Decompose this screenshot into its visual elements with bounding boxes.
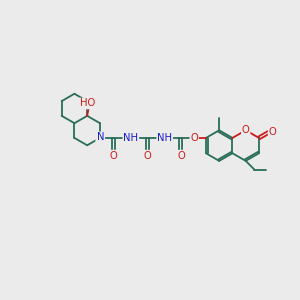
Text: N: N bbox=[96, 133, 104, 143]
Text: O: O bbox=[177, 151, 185, 160]
Text: N: N bbox=[97, 132, 104, 142]
Text: O: O bbox=[110, 151, 117, 160]
Text: NH: NH bbox=[123, 133, 138, 143]
Text: O: O bbox=[143, 151, 151, 160]
Text: O: O bbox=[190, 133, 198, 143]
Text: HO: HO bbox=[80, 98, 95, 109]
Text: O: O bbox=[268, 127, 276, 137]
Text: O: O bbox=[242, 125, 250, 135]
Text: NH: NH bbox=[157, 133, 172, 143]
